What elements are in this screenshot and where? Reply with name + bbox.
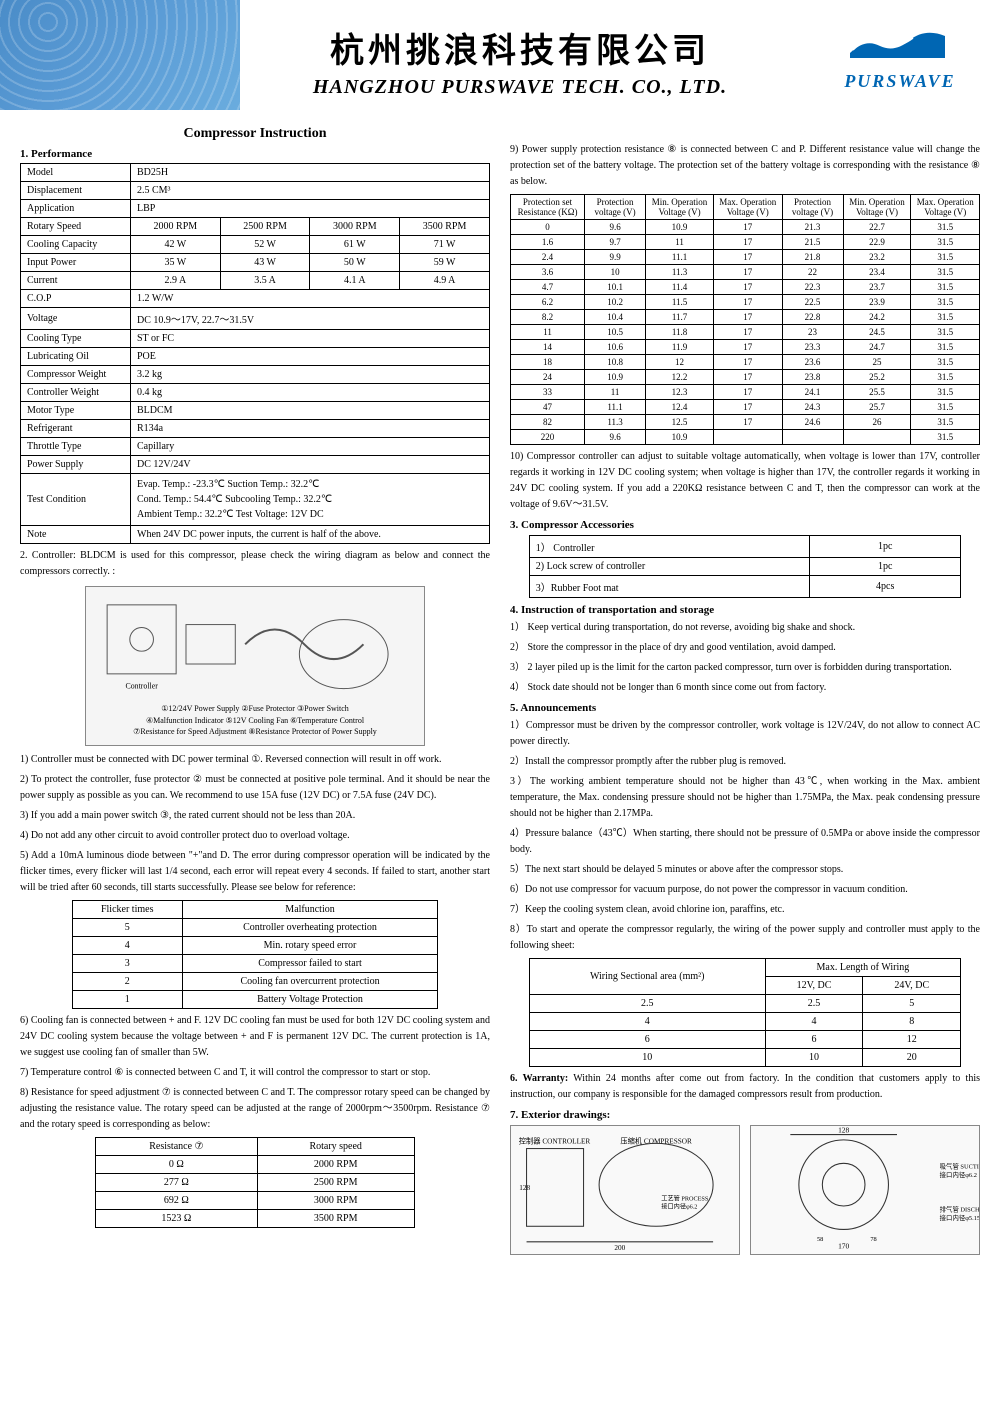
sec6: 6. Warranty: Within 24 months after come… <box>510 1071 980 1103</box>
accessories-table: 1） Controller1pc 2) Lock screw of contro… <box>529 535 961 598</box>
svg-text:78: 78 <box>870 1236 876 1243</box>
header-title: 杭州挑浪科技有限公司 HANGZHOU PURSWAVE TECH. CO., … <box>240 11 800 99</box>
sec5-item: 3）The working ambient temperature should… <box>510 774 980 822</box>
svg-text:工艺管 PROCESS: 工艺管 PROCESS <box>661 1194 709 1202</box>
wiring-diagram: Controller ①12/24V Power Supply ②Fuse Pr… <box>85 586 425 746</box>
flicker-table: Flicker timesMalfunction 5Controller ove… <box>72 900 439 1009</box>
sec5-item: 6）Do not use compressor for vacuum purpo… <box>510 882 980 898</box>
sec4-item: 1） Keep vertical during transportation, … <box>510 620 980 636</box>
exterior-drawings: 控制器 CONTROLLER 压缩机 COMPRESSOR 200 128 工艺… <box>510 1125 980 1255</box>
sec4-item: 4） Stock date should not be longer than … <box>510 680 980 696</box>
svg-text:200: 200 <box>614 1244 625 1252</box>
sec5-title: 5. Announcements <box>510 702 980 714</box>
p1: 1) Controller must be connected with DC … <box>20 752 490 768</box>
svg-text:接口内径φ6.2: 接口内径φ6.2 <box>661 1203 697 1211</box>
sec5-item: 1）Compressor must be driven by the compr… <box>510 718 980 750</box>
p6: 6) Cooling fan is connected between + an… <box>20 1013 490 1061</box>
sec5-item: 4）Pressure balance（43℃）When starting, th… <box>510 826 980 858</box>
cap1: ①12/24V Power Supply ②Fuse Protector ③Po… <box>94 703 416 714</box>
brand-logo: PURSWAVE <box>800 18 1000 92</box>
company-en: HANGZHOU PURSWAVE TECH. CO., LTD. <box>240 76 800 99</box>
p2: 2) To protect the controller, fuse prote… <box>20 772 490 804</box>
p3: 3) If you add a main power switch ③, the… <box>20 808 490 824</box>
brand-text: PURSWAVE <box>800 71 1000 92</box>
protection-table: Protection set Resistance (KΩ)Protection… <box>510 194 980 445</box>
sec4-item: 3） 2 layer piled up is the limit for the… <box>510 660 980 676</box>
p10: 10) Compressor controller can adjust to … <box>510 449 980 513</box>
wave-icon <box>845 18 955 68</box>
sec2-intro: 2. Controller: BLDCM is used for this co… <box>20 548 490 580</box>
svg-text:Controller: Controller <box>125 682 158 691</box>
cap3: ⑦Resistance for Speed Adjustment ⑧Resist… <box>94 726 416 737</box>
header-decoration <box>0 0 240 110</box>
p5: 5) Add a 10mA luminous diode between "+"… <box>20 848 490 896</box>
sec4-item: 2） Store the compressor in the place of … <box>510 640 980 656</box>
drawing-top: 128 吸气管 SUCTION 接口内径φ6.2 排气管 DISCHARGE 接… <box>750 1125 980 1255</box>
svg-text:压缩机 COMPRESSOR: 压缩机 COMPRESSOR <box>620 1136 692 1145</box>
svg-text:接口内径φ6.2: 接口内径φ6.2 <box>940 1170 977 1179</box>
svg-text:128: 128 <box>519 1184 530 1192</box>
svg-text:吸气管 SUCTION: 吸气管 SUCTION <box>940 1162 979 1171</box>
resistance-table: Resistance ⑦Rotary speed 0 Ω2000 RPM 277… <box>95 1137 415 1228</box>
svg-text:排气管 DISCHARGE: 排气管 DISCHARGE <box>940 1204 979 1213</box>
p9: 9) Power supply protection resistance ⑧ … <box>510 142 980 190</box>
sec4-title: 4. Instruction of transportation and sto… <box>510 604 980 616</box>
svg-text:170: 170 <box>838 1242 849 1251</box>
right-column: 9) Power supply protection resistance ⑧ … <box>510 120 980 1255</box>
sec5-item: 7）Keep the cooling system clean, avoid c… <box>510 902 980 918</box>
p7: 7) Temperature control ⑥ is connected be… <box>20 1065 490 1081</box>
page-header: 杭州挑浪科技有限公司 HANGZHOU PURSWAVE TECH. CO., … <box>0 0 1000 110</box>
sec1-title: 1. Performance <box>20 148 490 160</box>
svg-text:58: 58 <box>817 1236 823 1243</box>
doc-title: Compressor Instruction <box>20 126 490 142</box>
p8: 8) Resistance for speed adjustment ⑦ is … <box>20 1085 490 1133</box>
svg-text:128: 128 <box>838 1126 849 1134</box>
sec5-item: 5）The next start should be delayed 5 min… <box>510 862 980 878</box>
cap2: ④Malfunction Indicator ⑤12V Cooling Fan … <box>94 715 416 726</box>
performance-table: ModelBD25H Displacement2.5 CM³ Applicati… <box>20 163 490 544</box>
p4: 4) Do not add any other circuit to avoid… <box>20 828 490 844</box>
wiring-table: Wiring Sectional area (mm²)Max. Length o… <box>529 958 961 1067</box>
svg-text:接口内径φ5.15: 接口内径φ5.15 <box>940 1213 979 1222</box>
sec3-title: 3. Compressor Accessories <box>510 519 980 531</box>
svg-text:控制器 CONTROLLER: 控制器 CONTROLLER <box>519 1136 591 1145</box>
content: Compressor Instruction 1. Performance Mo… <box>0 110 1000 1265</box>
sec7-title: 7. Exterior drawings: <box>510 1109 980 1121</box>
sec5-item: 8）To start and operate the compressor re… <box>510 922 980 954</box>
drawing-front: 控制器 CONTROLLER 压缩机 COMPRESSOR 200 128 工艺… <box>510 1125 740 1255</box>
company-cn: 杭州挑浪科技有限公司 <box>240 23 800 72</box>
sec5-item: 2）Install the compressor promptly after … <box>510 754 980 770</box>
left-column: Compressor Instruction 1. Performance Mo… <box>20 120 490 1255</box>
